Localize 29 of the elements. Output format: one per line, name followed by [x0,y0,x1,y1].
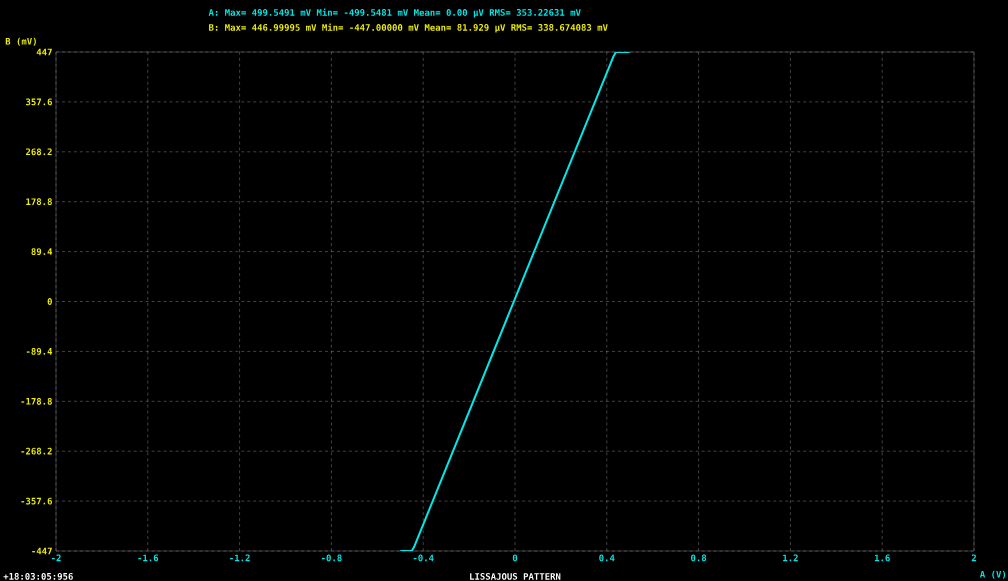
x-tick-label: -0.4 [413,554,434,562]
x-tick-label: -2 [51,554,61,562]
x-tick-label: 1.2 [783,554,798,562]
y-tick-label: 447 [36,48,52,56]
text: A: Max= 499.5491 mV Min= -499.5481 mV Mean= 0.00 µV RMS= 353.22631 mV [208,8,581,18]
y-tick-label: -268.2 [21,447,52,455]
y-tick-label: 178.8 [26,198,52,206]
x-tick-label: 0 [512,554,518,562]
x-tick-label: 2 [971,554,976,562]
y-tick-label: -447 [32,547,52,555]
x-tick-label: -0.8 [321,554,342,562]
text: +18:03:05:956 [3,572,73,580]
x-tick-label: 0.4 [599,554,615,562]
text: LISSAJOUS PATTERN [470,573,561,580]
line-series [399,52,631,551]
text: B: Max= 446.99995 mV Min= -447.00000 mV Mean= 81.929 µV RMS= 338.674083 mV [209,23,608,33]
y-tick-label: 0 [47,298,52,305]
x-tick-label: 0.8 [691,554,707,562]
y-tick-label: 89.4 [31,248,53,256]
y-tick-label: -89.4 [26,347,53,355]
x-tick-label: 1.6 [874,554,890,562]
y-tick-label: 268.2 [25,148,52,156]
y-tick-label: -178.8 [21,397,52,405]
y-tick-label: -357.6 [21,497,52,505]
x-tick-label: -1.2 [230,554,250,562]
y-tick-label: 357.6 [26,98,52,106]
x-tick-label: -1.6 [138,554,159,562]
y-axis-title: B (mV) [5,37,36,46]
x-axis-title: A (V) [979,570,1006,579]
